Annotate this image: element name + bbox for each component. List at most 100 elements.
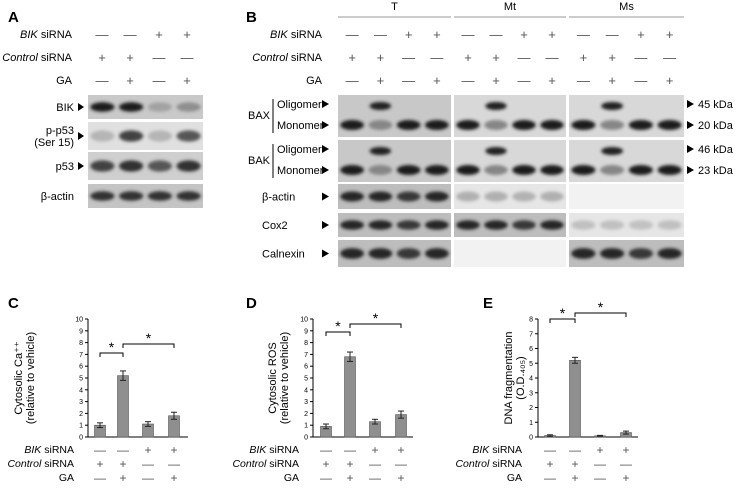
panel-b-bak-blot — [454, 140, 566, 182]
chart-e-sign: — — [620, 457, 632, 471]
panel-b-size-label: 45 kDa — [698, 99, 734, 111]
blot-band — [484, 191, 508, 202]
blot-band — [425, 220, 449, 230]
panel-b-row-label-bik: BIK siRNA — [270, 29, 323, 41]
blot-band — [396, 248, 421, 259]
blot-band — [147, 160, 172, 172]
chart-d-row-label-bik: BIK siRNA — [249, 444, 299, 456]
chart-c-row-label-bik: BIK siRNA — [24, 444, 74, 456]
y-tick-label: 3 — [529, 390, 533, 397]
panel-b-sign: — — [518, 50, 531, 65]
panel-b-sign: + — [580, 50, 588, 65]
chart-c-sign: — — [94, 471, 106, 485]
y-tick-label: 4 — [304, 387, 308, 394]
blot-band — [571, 220, 596, 230]
chart-e-sign: + — [546, 457, 553, 471]
y-tick-label: 9 — [79, 328, 83, 335]
chart-d-sign: + — [397, 471, 404, 485]
arrow-right-icon — [322, 221, 329, 229]
panel-a-blots: BIK p-p53(Ser 15) p53 β-actin — [34, 95, 203, 208]
panel-a-sign: — — [124, 27, 137, 42]
y-tick-label: 9 — [304, 328, 308, 335]
chart-c: C Cytosolic Ca⁺⁺ (relative to vehicle) 0 1 2 3… — [7, 295, 188, 485]
panel-b-sign: + — [608, 73, 616, 88]
significance-star: * — [146, 330, 152, 346]
y-tick-label: 4 — [529, 376, 533, 383]
y-tick-label: 4 — [79, 387, 83, 394]
panel-b-sign: — — [663, 50, 676, 65]
panel-b-sign: — — [634, 73, 647, 88]
blot-band — [425, 248, 449, 259]
chart-c-sign: + — [144, 443, 151, 457]
significance-bracket — [549, 318, 576, 323]
panel-a-row-label-ga: GA — [56, 75, 73, 87]
panel-b-sign: — — [518, 73, 531, 88]
blot-band — [90, 130, 115, 142]
panel-b-sign: + — [666, 73, 674, 88]
blot-band — [90, 102, 115, 112]
arrow-left-icon — [687, 100, 694, 108]
y-axis-label-sub: (O.D.₄₀₅) — [515, 356, 527, 399]
blot-band — [176, 160, 201, 172]
chart-d-sign: + — [322, 457, 329, 471]
panel-b-control-blot — [454, 184, 566, 209]
fraction-header-ms: Ms — [619, 1, 634, 13]
panel-b-control-blot — [569, 213, 684, 237]
arrow-right-icon — [322, 166, 329, 174]
blot-band — [368, 248, 393, 259]
chart-c-sign: — — [168, 457, 180, 471]
panel-b-sign: + — [520, 27, 528, 42]
significance-star: * — [373, 310, 379, 326]
chart-e-sign: — — [544, 443, 556, 457]
y-axis-label-sub: (relative to vehicle) — [25, 332, 37, 424]
panel-b-sign: — — [606, 27, 619, 42]
panel-b-size-label: 20 kDa — [698, 120, 734, 132]
panel-b-control-blot — [569, 240, 684, 267]
chart-d-sign: — — [344, 443, 356, 457]
panel-a-row-label-bik: BIK siRNA — [20, 29, 73, 41]
chart-e-row-label-ga: GA — [507, 472, 522, 484]
panel-b-control-blot — [338, 184, 451, 209]
blot-band — [340, 191, 364, 202]
y-tick-label: 1 — [529, 420, 533, 427]
panel-letter: D — [246, 295, 257, 312]
chart-d-sign: + — [397, 443, 404, 457]
significance-bracket — [349, 323, 402, 328]
chart-e-sign: — — [569, 443, 581, 457]
panel-b-letter: B — [246, 9, 257, 26]
chart-c-sign: — — [117, 443, 129, 457]
panel-b-sign: + — [348, 50, 356, 65]
panel-a-blot-1 — [88, 122, 203, 150]
panel-b-sign: + — [464, 50, 472, 65]
panel-b-sign: + — [433, 73, 441, 88]
chart-d-sign: + — [346, 457, 353, 471]
blot-band — [512, 191, 536, 202]
panel-a-row-label-control: Control siRNA — [2, 52, 72, 64]
blot-band — [119, 191, 144, 201]
significance-bracket — [99, 352, 124, 357]
blot-band — [119, 102, 144, 112]
y-tick-label: 10 — [75, 317, 83, 324]
y-tick-label: 7 — [529, 331, 533, 338]
panel-b-bax-blot — [338, 95, 451, 137]
y-tick-label: 7 — [79, 352, 83, 359]
blot-band — [657, 220, 682, 230]
panel-b: B T Mt Ms BIK siRNA — — + + — — + + — — + + Control siR… — [246, 1, 734, 267]
significance-bracket — [122, 343, 175, 348]
y-tick-label: 3 — [304, 399, 308, 406]
panel-b-sign: + — [377, 50, 385, 65]
panel-a-blot-2 — [88, 152, 203, 180]
panel-a-sign: — — [153, 50, 166, 65]
blot-band — [540, 191, 564, 202]
chart-d-row-label-ga: GA — [284, 472, 299, 484]
blot-band — [628, 220, 653, 230]
chart-e-sign: + — [596, 443, 603, 457]
chart-c-sign: + — [119, 471, 126, 485]
y-axis-label: Cytosolic Ca⁺⁺ — [13, 341, 25, 415]
chart-e-row-label-bik: BIK siRNA — [472, 444, 522, 456]
panel-b-sign: — — [577, 27, 590, 42]
chart-d-sign: — — [395, 457, 407, 471]
y-tick-label: 5 — [529, 361, 533, 368]
significance-star: * — [560, 305, 566, 321]
panel-b-sign: + — [548, 73, 556, 88]
